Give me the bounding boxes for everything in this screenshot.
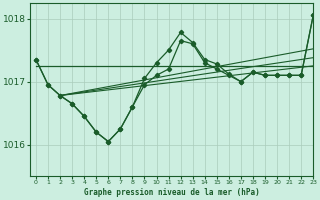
X-axis label: Graphe pression niveau de la mer (hPa): Graphe pression niveau de la mer (hPa) [84, 188, 260, 197]
